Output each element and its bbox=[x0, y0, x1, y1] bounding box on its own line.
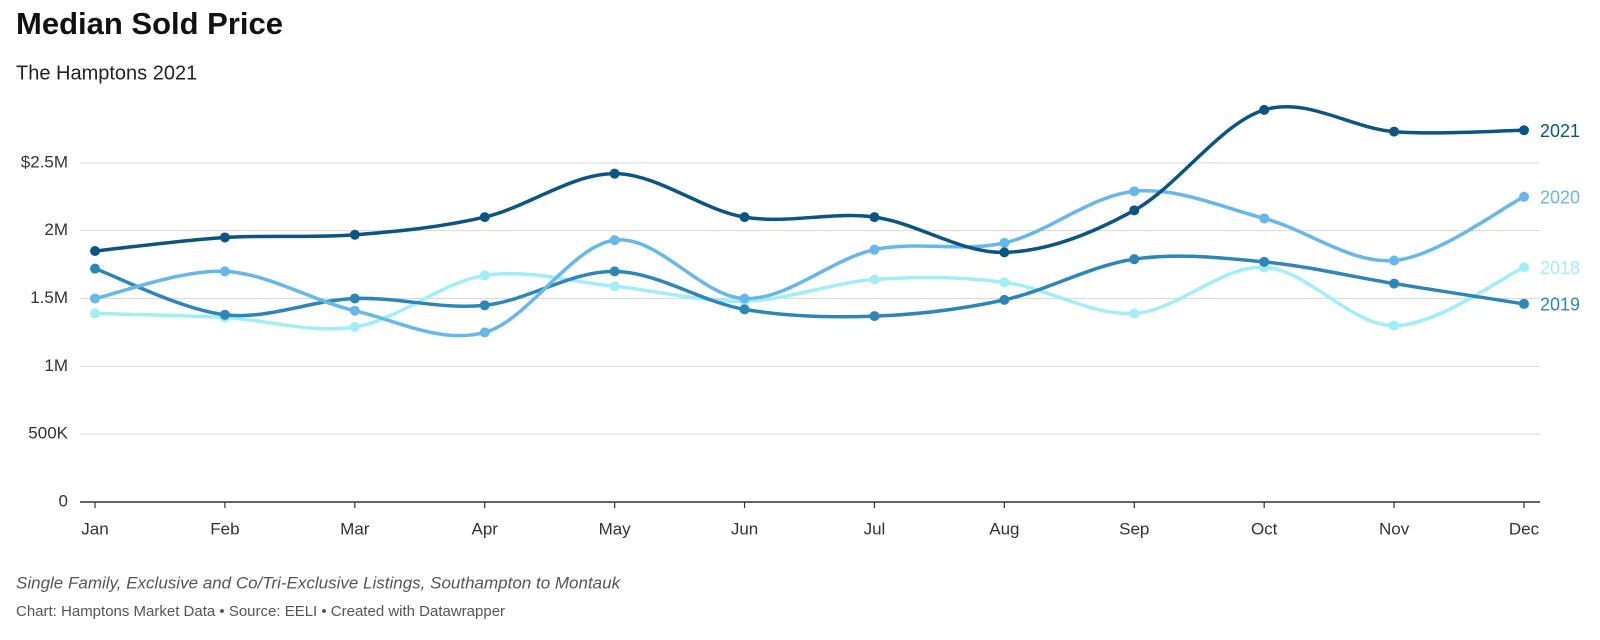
point bbox=[349, 293, 360, 304]
point bbox=[1519, 125, 1529, 136]
point bbox=[1129, 186, 1140, 197]
point bbox=[1259, 104, 1270, 115]
y-tick-label: 0 bbox=[59, 491, 68, 510]
point bbox=[609, 281, 620, 292]
x-tick-label: Jun bbox=[731, 519, 758, 538]
point bbox=[219, 266, 230, 277]
point bbox=[1129, 308, 1140, 319]
x-tick-label: Aug bbox=[989, 519, 1019, 538]
point bbox=[1259, 256, 1270, 267]
point bbox=[90, 263, 100, 274]
y-tick-label: 1.5M bbox=[30, 288, 68, 307]
point bbox=[479, 300, 490, 311]
y-tick-label: 2M bbox=[44, 220, 68, 239]
chart-notes: Single Family, Exclusive and Co/Tri-Excl… bbox=[16, 573, 622, 592]
point bbox=[739, 212, 750, 223]
chart-subtitle: The Hamptons 2021 bbox=[16, 62, 197, 84]
point bbox=[90, 293, 100, 304]
point bbox=[1389, 255, 1400, 266]
point bbox=[739, 304, 750, 315]
point bbox=[1259, 213, 1270, 224]
point bbox=[479, 270, 490, 281]
series-label: 2018 bbox=[1540, 258, 1580, 278]
series-label: 2021 bbox=[1540, 121, 1580, 141]
point bbox=[869, 311, 880, 322]
x-tick-label: Apr bbox=[471, 519, 498, 538]
x-tick-label: Dec bbox=[1509, 519, 1540, 538]
x-tick-label: May bbox=[599, 519, 632, 538]
point bbox=[479, 212, 490, 223]
chart-source: Chart: Hamptons Market Data • Source: EE… bbox=[16, 603, 505, 620]
x-tick-label: Jul bbox=[864, 519, 886, 538]
point bbox=[1389, 278, 1400, 289]
x-tick-label: Feb bbox=[210, 519, 239, 538]
point bbox=[869, 274, 880, 285]
x-tick-label: Jan bbox=[81, 519, 108, 538]
point bbox=[90, 308, 100, 319]
point bbox=[1519, 262, 1529, 273]
point bbox=[1129, 205, 1140, 216]
x-tick-label: Sep bbox=[1119, 519, 1149, 538]
point bbox=[869, 244, 880, 255]
x-tick-label: Oct bbox=[1251, 519, 1278, 538]
point bbox=[349, 229, 360, 240]
point bbox=[219, 232, 230, 243]
point bbox=[609, 235, 620, 246]
point bbox=[999, 277, 1010, 288]
point bbox=[1129, 254, 1140, 265]
series-label: 2019 bbox=[1540, 295, 1580, 315]
y-tick-label: 500K bbox=[28, 424, 68, 443]
chart-title: Median Sold Price bbox=[16, 6, 283, 41]
point bbox=[1389, 126, 1400, 137]
line bbox=[94, 189, 1525, 338]
y-tick-label: $2.5M bbox=[21, 152, 68, 171]
point bbox=[999, 247, 1010, 258]
y-tick-label: 1M bbox=[44, 356, 68, 375]
point bbox=[349, 305, 360, 316]
point bbox=[609, 168, 620, 179]
point bbox=[479, 327, 490, 338]
point bbox=[999, 294, 1010, 305]
line bbox=[94, 254, 1525, 319]
point bbox=[1519, 191, 1529, 202]
line bbox=[94, 265, 1525, 331]
x-tick-label: Mar bbox=[340, 519, 370, 538]
point bbox=[90, 246, 100, 257]
point bbox=[609, 266, 620, 277]
x-tick-label: Nov bbox=[1379, 519, 1410, 538]
point bbox=[349, 321, 360, 332]
point bbox=[1519, 298, 1529, 309]
point bbox=[869, 212, 880, 223]
point bbox=[739, 293, 750, 304]
line bbox=[94, 104, 1525, 255]
point bbox=[1389, 320, 1400, 331]
point bbox=[219, 309, 230, 320]
point bbox=[999, 237, 1010, 248]
series-label: 2020 bbox=[1540, 188, 1580, 208]
